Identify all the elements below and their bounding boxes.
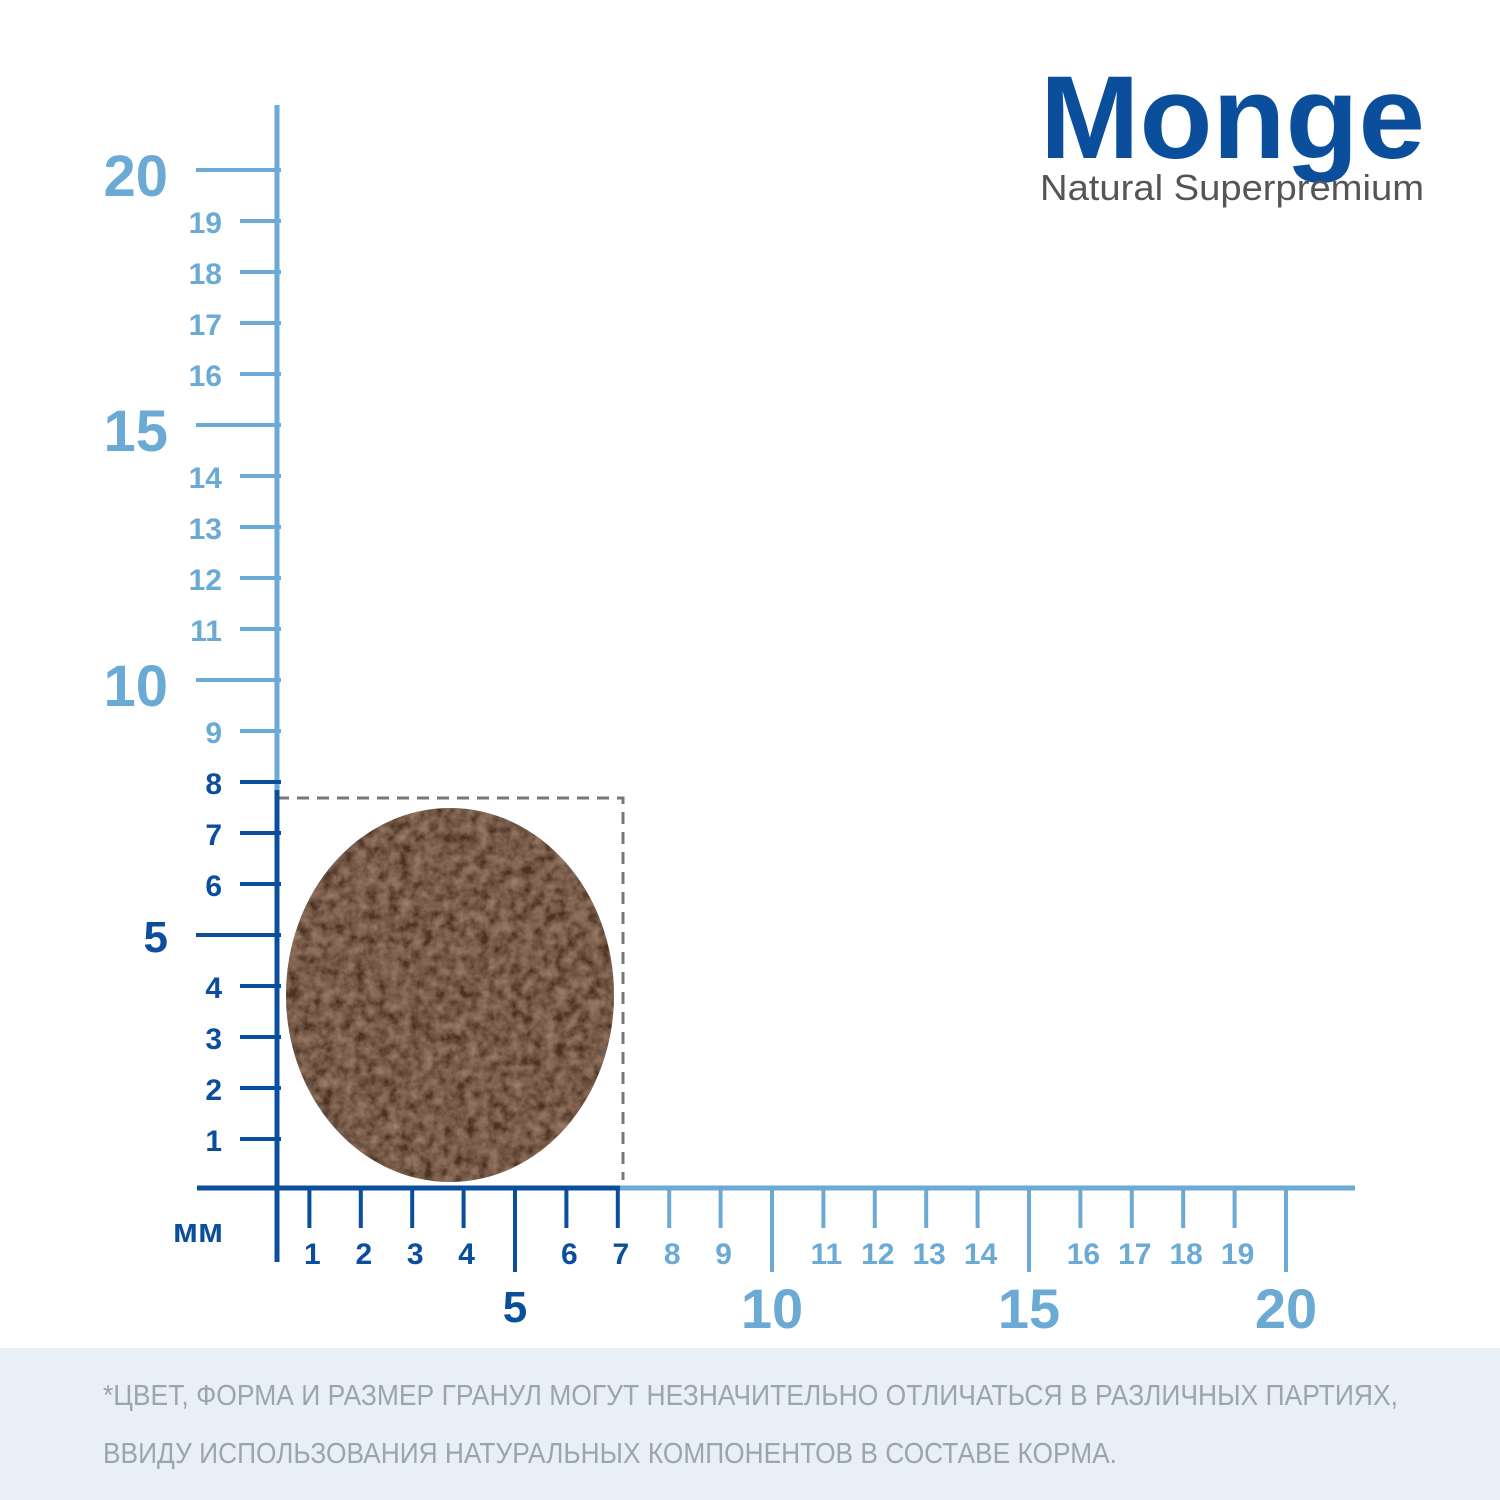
footnote: *ЦВЕТ, ФОРМА И РАЗМЕР ГРАНУЛ МОГУТ НЕЗНА… <box>103 1380 1398 1412</box>
y-label: 2 <box>205 1074 222 1107</box>
x-label: 17 <box>1118 1238 1151 1271</box>
x-label: 13 <box>913 1238 946 1271</box>
x-label: 1 <box>304 1238 321 1271</box>
x-label: 6 <box>561 1238 578 1271</box>
x-label: 18 <box>1170 1238 1203 1271</box>
x-major-label: 20 <box>1255 1277 1317 1340</box>
y-major-label: 15 <box>103 399 168 464</box>
y-label: 4 <box>205 972 222 1005</box>
y-label: 19 <box>189 207 222 240</box>
brand-name: Monge <box>1040 52 1425 184</box>
x-label: 4 <box>458 1238 475 1271</box>
y-label: 13 <box>189 513 222 546</box>
unit-label: мм <box>173 1212 223 1250</box>
y-major-label: 20 <box>103 144 168 209</box>
y-label: 11 <box>190 615 222 648</box>
x-label: 11 <box>811 1238 843 1271</box>
x-label: 3 <box>407 1238 424 1271</box>
x-major-label: 10 <box>741 1277 803 1340</box>
y-label: 8 <box>205 768 222 801</box>
size-box <box>277 796 625 1180</box>
x-label: 14 <box>964 1238 998 1271</box>
y-major-label: 10 <box>103 654 168 719</box>
x-label: 16 <box>1067 1238 1100 1271</box>
footnote: ВВИДУ ИСПОЛЬЗОВАНИЯ НАТУРАЛЬНЫХ КОМПОНЕН… <box>103 1438 1117 1470</box>
x-label: 8 <box>664 1238 681 1271</box>
y-label: 12 <box>189 564 222 597</box>
x-major-label: 5 <box>503 1283 527 1332</box>
x-label: 9 <box>715 1238 732 1271</box>
x-label: 19 <box>1221 1238 1254 1271</box>
x-major-label: 15 <box>998 1277 1060 1340</box>
y-label: 1 <box>205 1125 222 1158</box>
y-label: 14 <box>189 462 223 495</box>
y-label: 9 <box>205 717 222 750</box>
y-label: 3 <box>205 1023 222 1056</box>
footer <box>0 1348 1500 1500</box>
y-label: 6 <box>205 870 222 903</box>
x-label: 2 <box>355 1238 372 1271</box>
x-label: 7 <box>612 1238 629 1271</box>
kibble <box>286 808 614 1182</box>
x-label: 12 <box>861 1238 894 1271</box>
y-label: 18 <box>189 258 222 291</box>
y-major-label: 5 <box>144 913 168 962</box>
y-label: 7 <box>205 819 222 852</box>
y-label: 16 <box>189 360 222 393</box>
brand-tagline: Natural Superpremium <box>1040 167 1424 208</box>
y-label: 17 <box>189 309 222 342</box>
